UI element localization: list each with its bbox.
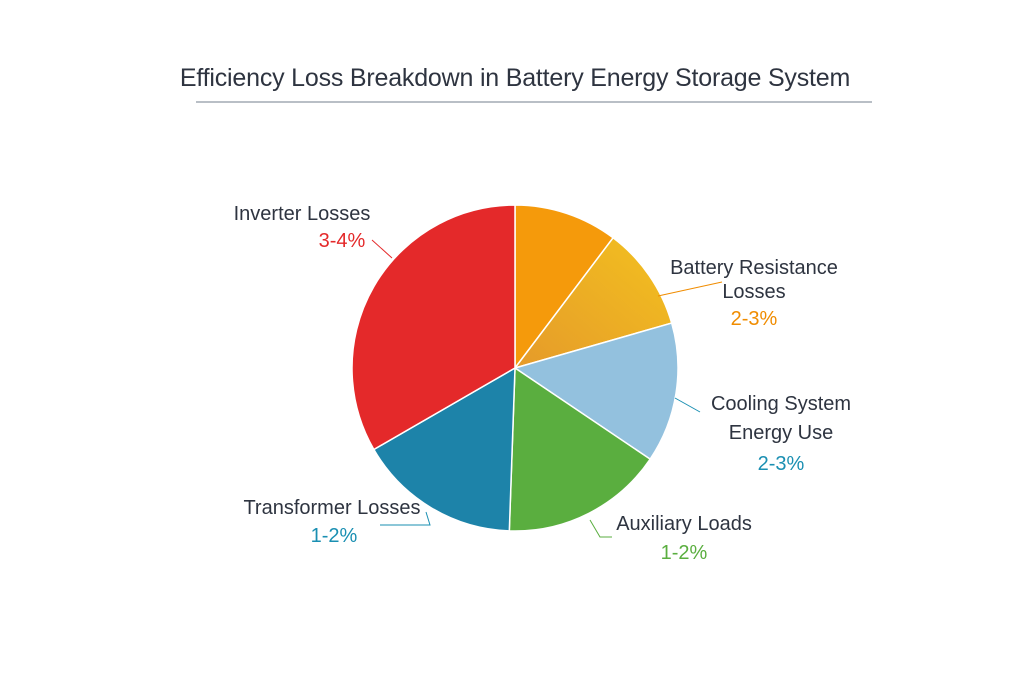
leader-line-inverter-losses (371, 239, 393, 259)
label-transformer-losses: Transformer Losses (243, 497, 420, 519)
leader-line-auxiliary-loads (589, 519, 612, 538)
value-battery-resistance-losses: 2-3% (731, 308, 778, 330)
leader-line-transformer-losses (380, 511, 431, 526)
slice-transformer-losses (372, 366, 516, 532)
label-auxiliary-loads: Auxiliary Loads (616, 513, 752, 535)
chart-title: Efficiency Loss Breakdown in Battery Ene… (179, 64, 851, 92)
value-transformer-losses: 1-2% (311, 525, 358, 547)
title-divider (196, 101, 872, 103)
slice-inverter-losses (351, 204, 516, 451)
slice-battery-resistance-losses-inner (513, 236, 673, 370)
value-auxiliary-loads: 1-2% (661, 542, 708, 564)
leader-line-battery-resistance-losses (657, 281, 723, 297)
slice-auxiliary-loads (508, 366, 652, 532)
value-inverter-losses: 3-4% (319, 230, 366, 252)
label-battery-resistance-losses-line2: Losses (722, 281, 785, 303)
label-cooling-system-energy-use-line2: Energy Use (729, 422, 834, 444)
slice-battery-resistance-losses-outer (514, 204, 615, 371)
slice-cooling-system-energy-use (513, 322, 679, 461)
label-battery-resistance-losses-line1: Battery Resistance (670, 257, 838, 279)
label-cooling-system-energy-use-line1: Cooling System (711, 393, 851, 415)
label-inverter-losses: Inverter Losses (234, 203, 371, 225)
value-cooling-system-energy-use: 2-3% (758, 453, 805, 475)
leader-line-cooling-system-energy-use (674, 397, 701, 413)
